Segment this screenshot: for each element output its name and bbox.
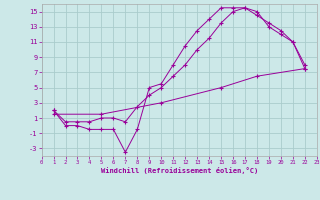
X-axis label: Windchill (Refroidissement éolien,°C): Windchill (Refroidissement éolien,°C) — [100, 167, 258, 174]
